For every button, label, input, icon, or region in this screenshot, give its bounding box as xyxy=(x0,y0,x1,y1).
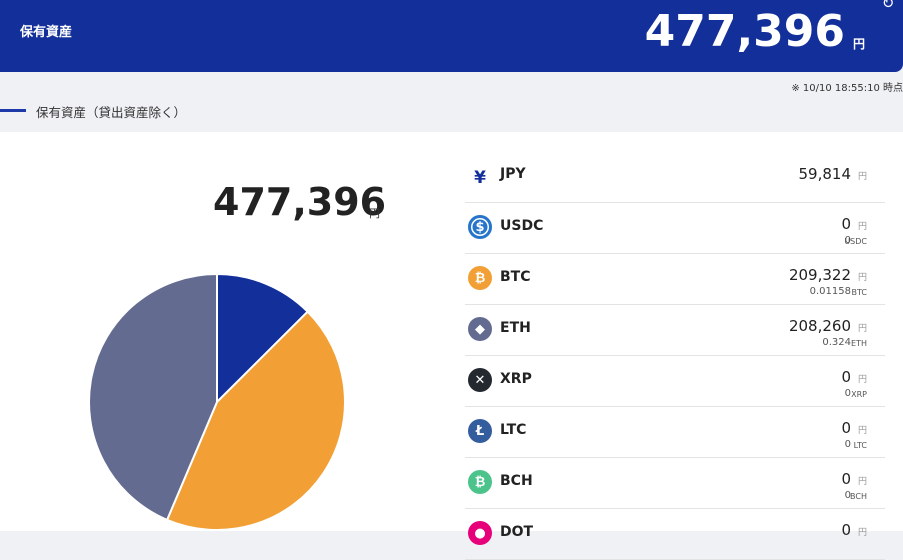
asset-row-ltc[interactable]: Ł LTC 0 円 0 LTC xyxy=(465,407,885,458)
header-bar: 保有資産 477,396 円 ↻ xyxy=(0,0,903,72)
bitcoin-cash-icon: ₿ xyxy=(468,470,492,494)
asset-row-eth[interactable]: ◆ ETH 208,260 円 0.324 ETH xyxy=(465,305,885,356)
asset-symbol: LTC xyxy=(500,422,527,438)
asset-jpy-unit: 円 xyxy=(857,273,867,283)
asset-quantity: 0.324 xyxy=(822,337,851,348)
asset-jpy-value: 0 xyxy=(841,470,851,488)
asset-jpy-unit: 円 xyxy=(857,172,867,182)
asset-list: ¥ JPY 59,814 円 $ USDC 0 円 0 USDC ₿ BTC 209,322 円 0.011… xyxy=(465,154,885,560)
asset-row-btc[interactable]: ₿ BTC 209,322 円 0.01158 BTC xyxy=(465,254,885,305)
section-title: 保有資産（貸出資産除く） xyxy=(36,105,187,120)
asset-jpy-value: 59,814 xyxy=(798,165,852,183)
asset-quantity: 0 xyxy=(844,235,851,246)
total-assets-unit: 円 xyxy=(852,37,865,51)
header-title: 保有資産 xyxy=(20,25,73,40)
asset-jpy-unit: 円 xyxy=(857,528,867,538)
asset-quantity-unit: USDC xyxy=(844,237,867,246)
usdc-icon: $ xyxy=(468,215,492,239)
asset-jpy-value: 209,322 xyxy=(788,266,851,284)
asset-jpy-unit: 円 xyxy=(857,324,867,334)
asset-row-bch[interactable]: ₿ BCH 0 円 0 BCH xyxy=(465,458,885,509)
asset-symbol: ETH xyxy=(500,320,531,336)
asset-row-dot[interactable]: ● DOT 0 円 xyxy=(465,509,885,560)
asset-jpy-unit: 円 xyxy=(857,426,867,436)
asset-symbol: XRP xyxy=(500,371,532,387)
assets-panel: 477,396 円 ¥ JPY 59,814 円 $ USDC 0 円 0 USDC ₿ BTC 209… xyxy=(0,132,903,560)
bitcoin-icon: ₿ xyxy=(468,266,492,290)
asset-quantity: 0 xyxy=(844,388,851,399)
asset-symbol: BCH xyxy=(500,473,533,489)
refresh-icon[interactable]: ↻ xyxy=(881,0,895,12)
asset-symbol: BTC xyxy=(500,269,531,285)
asset-row-jpy[interactable]: ¥ JPY 59,814 円 xyxy=(465,154,885,203)
asset-symbol: DOT xyxy=(500,524,534,540)
asset-symbol: USDC xyxy=(500,218,544,234)
asset-quantity: 0 xyxy=(844,490,851,501)
asset-quantity: 0.01158 xyxy=(809,286,851,297)
asset-jpy-value: 0 xyxy=(841,419,851,437)
pie-total-value: 477,396 xyxy=(213,180,387,224)
polkadot-icon: ● xyxy=(468,521,492,545)
asset-symbol: JPY xyxy=(500,166,526,182)
asset-quantity-unit: BCH xyxy=(850,492,867,501)
asset-row-xrp[interactable]: ✕ XRP 0 円 0 XRP xyxy=(465,356,885,407)
asset-quantity-unit: BTC xyxy=(851,288,868,297)
xrp-icon: ✕ xyxy=(468,368,492,392)
updated-timestamp: ※ 10/10 18:55:10 時点 xyxy=(791,83,903,94)
total-assets-value: 477,396 xyxy=(644,6,845,57)
asset-quantity-unit: LTC xyxy=(853,441,867,450)
ethereum-icon: ◆ xyxy=(468,317,492,341)
asset-jpy-value: 0 xyxy=(841,215,851,233)
section-accent-bar xyxy=(0,109,26,112)
asset-jpy-value: 0 xyxy=(841,521,851,539)
asset-jpy-unit: 円 xyxy=(857,477,867,487)
asset-jpy-unit: 円 xyxy=(857,222,867,232)
asset-jpy-unit: 円 xyxy=(857,375,867,385)
yen-icon: ¥ xyxy=(474,168,486,188)
asset-row-usdc[interactable]: $ USDC 0 円 0 USDC xyxy=(465,203,885,254)
pie-slice-eth[interactable] xyxy=(88,272,218,522)
asset-quantity: 0 xyxy=(844,439,851,450)
asset-quantity-unit: XRP xyxy=(851,390,867,399)
asset-quantity-unit: ETH xyxy=(851,339,867,348)
pie-total-unit: 円 xyxy=(369,207,380,220)
litecoin-icon: Ł xyxy=(468,419,492,443)
asset-jpy-value: 208,260 xyxy=(788,317,851,335)
pie-slice-btc[interactable] xyxy=(165,310,346,531)
pie-slice-jpy[interactable] xyxy=(216,272,310,405)
asset-jpy-value: 0 xyxy=(841,368,851,386)
